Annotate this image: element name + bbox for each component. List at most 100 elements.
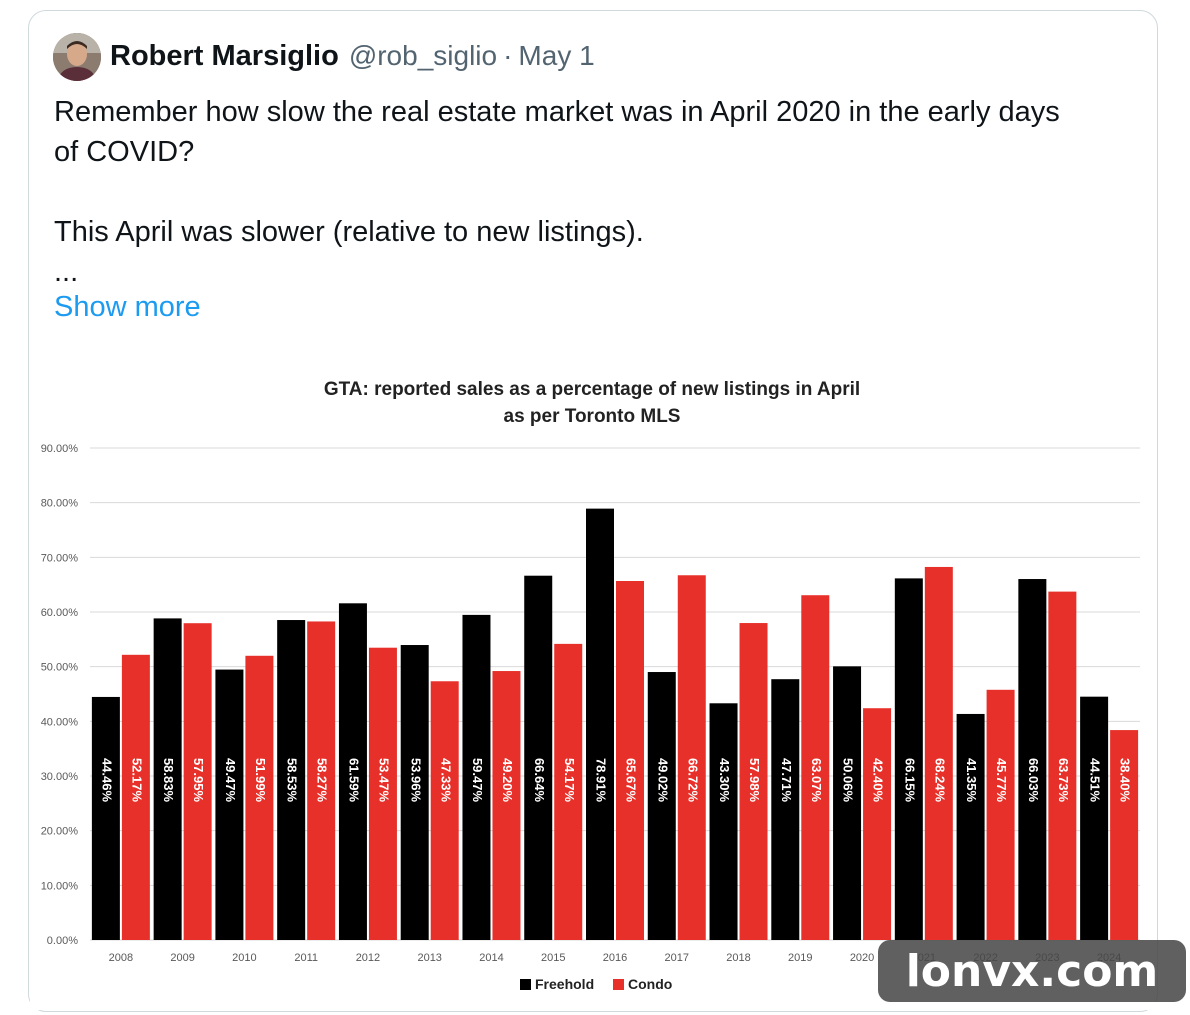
bar-data-label: 78.91% xyxy=(594,758,609,803)
freehold-bar xyxy=(153,618,182,940)
tweet-text-ellipsis: ... xyxy=(54,256,79,288)
condo-bar xyxy=(183,623,212,940)
condo-bar xyxy=(739,623,768,940)
bar-data-label: 49.02% xyxy=(655,758,670,803)
bar-data-label: 44.51% xyxy=(1088,758,1103,803)
condo-bar xyxy=(1048,591,1077,940)
bar-data-label: 42.40% xyxy=(871,758,886,803)
watermark: lonvx.com xyxy=(878,940,1186,1002)
bar-data-label: 66.15% xyxy=(902,758,917,803)
condo-bar xyxy=(863,708,892,940)
legend-label-condo: Condo xyxy=(628,976,672,992)
bar-data-label: 59.47% xyxy=(470,758,485,803)
condo-bar xyxy=(368,647,397,940)
x-tick-label: 2018 xyxy=(726,952,750,964)
freehold-bar xyxy=(709,703,738,940)
bar-data-label: 47.33% xyxy=(438,758,453,803)
freehold-bar xyxy=(1080,696,1109,940)
tweet-text-line xyxy=(54,172,1144,212)
bar-data-label: 47.71% xyxy=(779,758,794,803)
tweet-text-line: of COVID? xyxy=(54,136,195,168)
condo-bar xyxy=(924,566,953,940)
bar-data-label: 41.35% xyxy=(964,758,979,803)
author-handle[interactable]: @rob_siglio xyxy=(348,40,498,71)
bar-data-label: 61.59% xyxy=(347,758,362,803)
bar-data-label: 57.98% xyxy=(747,758,762,803)
bar-data-label: 58.27% xyxy=(315,758,330,803)
tweet-date[interactable]: May 1 xyxy=(518,40,595,71)
y-tick-label: 0.00% xyxy=(47,935,78,947)
bar-data-label: 63.07% xyxy=(809,758,824,803)
y-tick-label: 40.00% xyxy=(41,716,79,728)
y-tick-label: 30.00% xyxy=(41,771,79,783)
x-tick-label: 2011 xyxy=(294,952,318,964)
condo-bar xyxy=(245,655,274,940)
bar-data-label: 57.95% xyxy=(191,758,206,803)
author-name[interactable]: Robert Marsiglio xyxy=(110,40,339,72)
chart-image[interactable]: GTA: reported sales as a percentage of n… xyxy=(30,360,1156,1010)
bar-data-label: 54.17% xyxy=(562,758,577,803)
freehold-bar xyxy=(462,614,491,940)
x-tick-label: 2015 xyxy=(541,952,565,964)
bar-data-label: 66.64% xyxy=(532,758,547,803)
bar-data-label: 58.53% xyxy=(285,758,300,803)
author-avatar[interactable] xyxy=(53,33,101,81)
bar-data-label: 65.67% xyxy=(624,758,639,803)
legend-label-freehold: Freehold xyxy=(535,976,594,992)
y-tick-label: 80.00% xyxy=(41,498,79,510)
freehold-bar xyxy=(91,696,120,940)
condo-bar xyxy=(986,689,1015,940)
legend-swatch-condo xyxy=(613,979,624,990)
freehold-bar xyxy=(956,713,985,940)
bar-data-label: 38.40% xyxy=(1118,758,1133,803)
freehold-bar xyxy=(215,669,244,940)
bar-data-label: 66.72% xyxy=(685,758,700,803)
condo-bar xyxy=(430,681,459,940)
chart-bars: 44.46% 52.17% 58.83% 57.95% 49.47% 51.99% 58.5… xyxy=(91,508,1139,940)
x-tick-label: 2009 xyxy=(170,952,194,964)
x-tick-label: 2016 xyxy=(603,952,627,964)
freehold-bar xyxy=(400,645,429,940)
freehold-bar xyxy=(277,620,306,940)
bar-data-label: 52.17% xyxy=(129,758,144,803)
x-tick-label: 2017 xyxy=(665,952,689,964)
bar-data-label: 68.24% xyxy=(932,758,947,803)
x-tick-label: 2012 xyxy=(356,952,380,964)
x-tick-label: 2020 xyxy=(850,952,874,964)
y-tick-label: 70.00% xyxy=(41,552,79,564)
avatar-image xyxy=(53,33,101,81)
freehold-bar xyxy=(1018,579,1047,940)
condo-bar xyxy=(554,643,583,940)
bar-data-label: 49.47% xyxy=(223,758,238,803)
condo-bar xyxy=(616,581,644,940)
tweet-header: Robert Marsiglio @rob_siglio · May 1 xyxy=(110,40,595,80)
bar-data-label: 49.20% xyxy=(500,758,515,803)
freehold-bar xyxy=(894,578,923,940)
freehold-bar xyxy=(338,603,367,940)
bar-data-label: 53.96% xyxy=(408,758,423,803)
bar-data-label: 53.47% xyxy=(377,758,392,803)
chart-legend: Freehold Condo xyxy=(520,976,672,992)
condo-bar xyxy=(121,654,150,940)
x-tick-label: 2014 xyxy=(479,952,503,964)
tweet-text: Remember how slow the real estate market… xyxy=(54,92,1144,292)
bar-chart: GTA: reported sales as a percentage of n… xyxy=(30,360,1156,1010)
bar-data-label: 66.03% xyxy=(1026,758,1041,803)
bar-data-label: 44.46% xyxy=(99,758,114,803)
condo-bar xyxy=(677,575,706,940)
condo-bar xyxy=(307,621,336,940)
bar-data-label: 45.77% xyxy=(994,758,1009,803)
x-tick-label: 2013 xyxy=(417,952,441,964)
show-more-link[interactable]: Show more xyxy=(54,291,201,323)
freehold-bar xyxy=(586,508,614,940)
bar-data-label: 50.06% xyxy=(841,758,856,803)
condo-bar xyxy=(801,595,830,940)
y-tick-label: 10.00% xyxy=(41,880,79,892)
header-separator: · xyxy=(503,40,513,71)
y-tick-label: 90.00% xyxy=(41,443,79,455)
y-tick-label: 60.00% xyxy=(41,607,79,619)
x-tick-label: 2010 xyxy=(232,952,256,964)
freehold-bar xyxy=(833,666,862,940)
bar-data-label: 58.83% xyxy=(161,758,176,803)
condo-bar xyxy=(1110,730,1139,940)
